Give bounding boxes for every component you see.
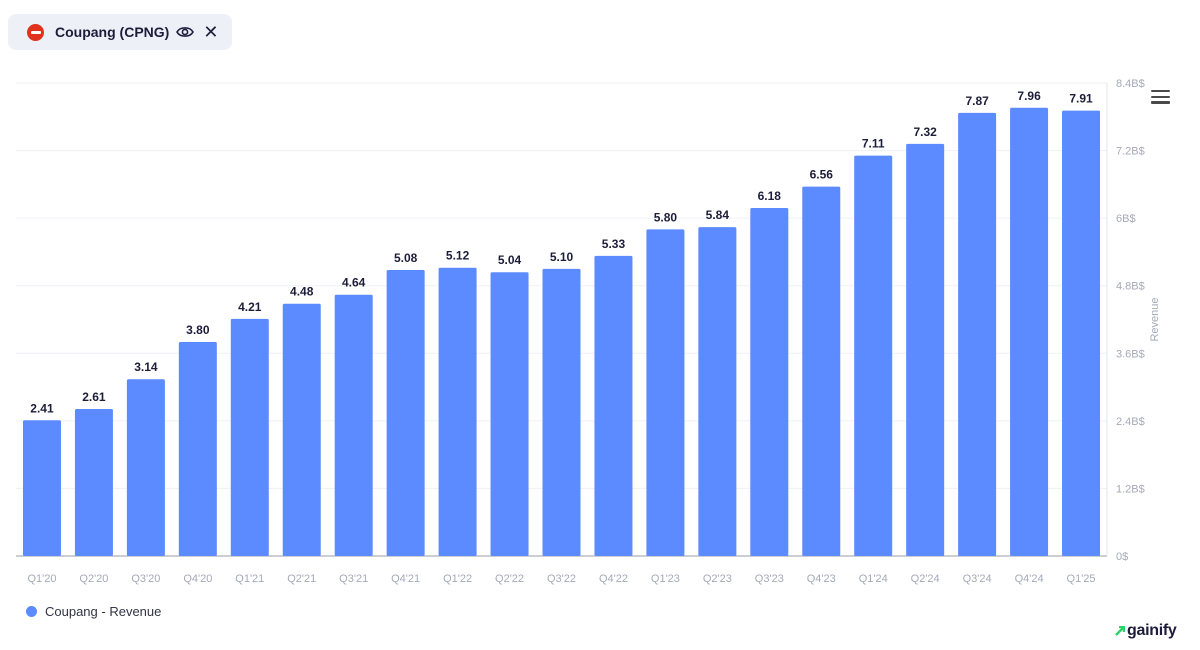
bar bbox=[126, 379, 165, 556]
x-tick-label: Q1'20 bbox=[27, 573, 56, 585]
y-axis-title: Revenue bbox=[1149, 297, 1161, 341]
x-tick-label: Q4'24 bbox=[1015, 573, 1044, 585]
x-tick-label: Q2'21 bbox=[287, 573, 316, 585]
data-label: 6.18 bbox=[758, 189, 782, 203]
x-tick-label: Q3'22 bbox=[547, 573, 576, 585]
x-tick-label: Q2'24 bbox=[911, 573, 940, 585]
gainify-brand: gainify bbox=[1115, 622, 1177, 640]
data-label: 5.08 bbox=[394, 251, 418, 265]
x-tick-label: Q4'20 bbox=[183, 573, 212, 585]
data-label: 7.91 bbox=[1069, 92, 1093, 106]
data-label: 2.61 bbox=[82, 390, 106, 404]
x-tick-label: Q4'21 bbox=[391, 573, 420, 585]
y-tick-label: 1.2B$ bbox=[1116, 483, 1145, 495]
data-label: 3.14 bbox=[134, 360, 158, 374]
x-tick-label: Q1'22 bbox=[443, 573, 472, 585]
data-label: 7.96 bbox=[1017, 89, 1041, 103]
x-tick-label: Q2'23 bbox=[703, 573, 732, 585]
data-label: 5.12 bbox=[446, 249, 470, 263]
x-tick-label: Q3'23 bbox=[755, 573, 784, 585]
eye-icon[interactable] bbox=[176, 25, 195, 39]
x-tick-label: Q4'23 bbox=[807, 573, 836, 585]
y-tick-label: 4.8B$ bbox=[1116, 281, 1145, 293]
data-label: 5.33 bbox=[602, 237, 626, 251]
bar bbox=[1010, 107, 1049, 557]
x-tick-label: Q1'25 bbox=[1067, 573, 1096, 585]
data-label: 4.48 bbox=[290, 285, 314, 299]
bar bbox=[334, 294, 373, 556]
legend[interactable]: Coupang - Revenue bbox=[26, 604, 161, 619]
x-tick-label: Q3'24 bbox=[963, 573, 992, 585]
x-tick-label: Q1'21 bbox=[235, 573, 264, 585]
y-tick-label: 7.2B$ bbox=[1116, 146, 1145, 158]
bar bbox=[698, 227, 737, 556]
x-tick-label: Q4'22 bbox=[599, 573, 628, 585]
bar bbox=[490, 272, 529, 556]
hamburger-menu-icon[interactable] bbox=[1151, 90, 1170, 104]
bar bbox=[594, 255, 633, 556]
data-label: 6.56 bbox=[810, 168, 834, 182]
bar bbox=[1062, 110, 1101, 556]
data-label: 7.32 bbox=[913, 125, 937, 139]
gainify-arrow-icon bbox=[1115, 626, 1125, 636]
ticker-label: Coupang (CPNG) bbox=[55, 24, 170, 40]
x-tick-label: Q1'24 bbox=[859, 573, 888, 585]
x-tick-label: Q3'21 bbox=[339, 573, 368, 585]
bar bbox=[230, 318, 269, 556]
data-label: 7.87 bbox=[965, 94, 989, 108]
x-tick-label: Q2'20 bbox=[79, 573, 108, 585]
data-label: 4.64 bbox=[342, 276, 366, 290]
bar bbox=[74, 409, 113, 556]
x-tick-label: Q1'23 bbox=[651, 573, 680, 585]
data-label: 3.80 bbox=[186, 323, 210, 337]
ticker-chip: Coupang (CPNG) ✕ bbox=[8, 14, 232, 50]
brand-name: gainify bbox=[1127, 622, 1177, 639]
data-label: 5.84 bbox=[706, 208, 730, 222]
legend-dot bbox=[26, 606, 37, 617]
legend-label: Coupang - Revenue bbox=[45, 604, 162, 619]
bar bbox=[854, 155, 893, 556]
data-label: 5.80 bbox=[654, 210, 678, 224]
y-tick-label: 2.4B$ bbox=[1116, 416, 1145, 428]
bar bbox=[438, 267, 477, 556]
data-label: 5.10 bbox=[550, 250, 574, 264]
data-label: 2.41 bbox=[30, 401, 54, 415]
bar bbox=[178, 342, 217, 556]
y-tick-label: 8.4B$ bbox=[1116, 78, 1145, 90]
bar bbox=[958, 112, 997, 556]
y-tick-label: 0$ bbox=[1116, 551, 1128, 563]
data-label: 4.21 bbox=[238, 300, 262, 314]
bar bbox=[646, 229, 685, 556]
bar bbox=[750, 208, 789, 556]
close-icon[interactable]: ✕ bbox=[203, 22, 219, 42]
y-tick-label: 3.6B$ bbox=[1116, 348, 1145, 360]
bar bbox=[22, 420, 61, 556]
x-tick-label: Q3'20 bbox=[131, 573, 160, 585]
data-label: 7.11 bbox=[862, 137, 885, 151]
bar bbox=[542, 268, 581, 556]
bar bbox=[386, 269, 425, 556]
coupang-logo bbox=[27, 23, 44, 41]
x-tick-label: Q2'22 bbox=[495, 573, 524, 585]
data-label: 5.04 bbox=[498, 253, 522, 267]
bar bbox=[282, 303, 321, 556]
bar bbox=[802, 186, 841, 556]
y-tick-label: 6B$ bbox=[1116, 213, 1136, 225]
bar bbox=[906, 143, 945, 557]
